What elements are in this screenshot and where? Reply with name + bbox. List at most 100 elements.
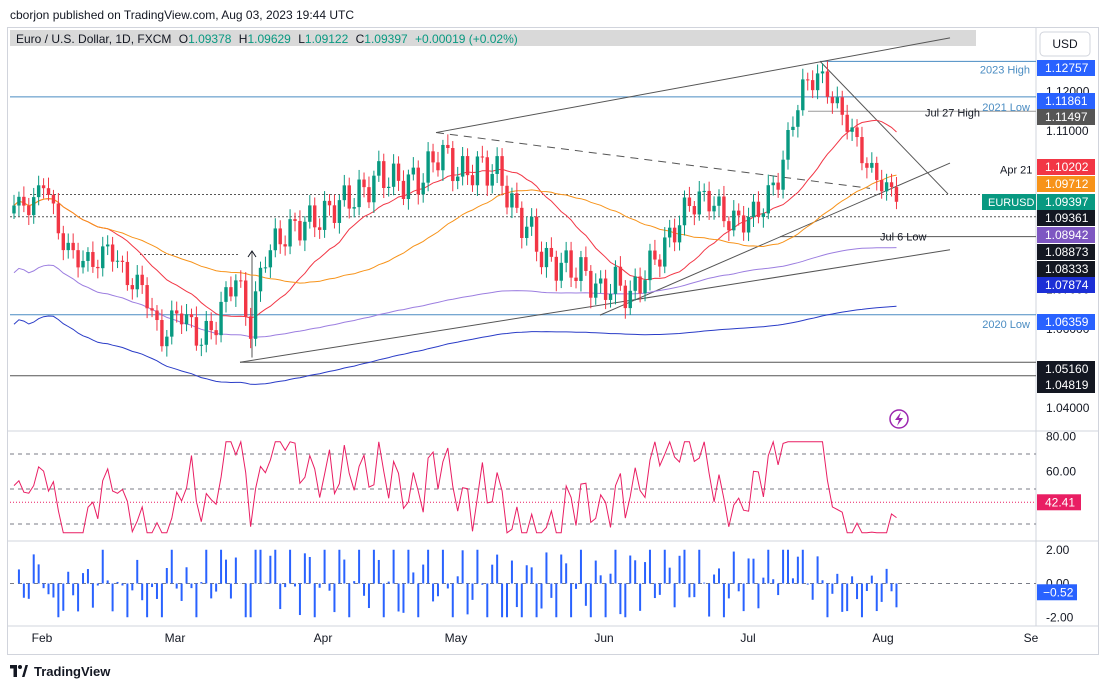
time-tick-label: Jun	[594, 631, 613, 645]
candle-body	[534, 216, 539, 252]
candle-body	[253, 291, 258, 339]
candle-body	[460, 156, 465, 177]
candle-body	[382, 161, 386, 188]
price-tag-bg	[1037, 314, 1095, 330]
candle-body	[594, 283, 598, 298]
candle-body	[145, 285, 149, 309]
candle-body	[165, 336, 169, 347]
candle-body	[697, 191, 701, 215]
candle-body	[801, 79, 805, 111]
annotation-2021-low: 2021 Low	[982, 102, 1030, 114]
price-tag-bg	[1037, 93, 1095, 109]
annotation-jul6-low: Jul 6 Low	[880, 232, 927, 244]
price-tag-bg	[1037, 109, 1095, 125]
candle-body	[554, 256, 558, 281]
candle-body	[391, 163, 396, 187]
arrow-head	[247, 250, 257, 258]
candle-body	[879, 179, 884, 192]
legend-change: +0.00019 (+0.02%)	[415, 32, 518, 46]
candle-body	[66, 242, 70, 251]
candle-body	[317, 227, 322, 230]
price-tag-label: 1.10202	[1045, 160, 1089, 174]
candle-body	[510, 193, 514, 208]
legend-bar	[10, 30, 976, 46]
candle-body	[663, 237, 667, 267]
candle-body	[179, 313, 184, 325]
candle-body	[174, 310, 179, 314]
candle-body	[105, 244, 110, 247]
candle-body	[426, 151, 430, 183]
candle-body	[36, 185, 41, 198]
annotation-jul27-high: Jul 27 High	[925, 107, 980, 119]
price-pane[interactable]: 1.040001.060001.070001.080001.090001.100…	[10, 37, 1095, 415]
price-tag-bg	[1037, 227, 1095, 243]
header: cborjon published on TradingView.com, Au…	[0, 0, 1108, 28]
candle-body	[820, 71, 825, 74]
candle-body	[150, 308, 154, 311]
candle-body	[56, 203, 61, 234]
candle-body	[520, 207, 524, 238]
time-axis[interactable]: Feb Mar Apr May Jun Jul Aug Se	[32, 631, 1039, 645]
candle-body	[756, 201, 761, 218]
candle-body	[589, 270, 593, 298]
candle-body	[204, 320, 208, 345]
candle-body	[293, 219, 297, 221]
candle-body	[125, 261, 130, 286]
candle-body	[889, 182, 894, 188]
candle-body	[712, 205, 716, 212]
candle-body	[584, 257, 588, 271]
candle-body	[258, 267, 263, 292]
annotation-apr21: Apr 21	[1000, 165, 1032, 177]
trendline-high-to-now	[819, 60, 949, 195]
macd-tick-label: -2.00	[1046, 610, 1074, 624]
price-tag-bg	[1037, 261, 1095, 277]
candle-body	[248, 316, 253, 339]
candle-body	[155, 310, 159, 321]
candle-body	[61, 233, 65, 251]
candle-body	[12, 205, 16, 214]
candle-body	[771, 182, 775, 186]
candle-body	[337, 200, 342, 223]
candle-body	[830, 96, 835, 104]
candle-body	[860, 137, 864, 164]
lightning-icon[interactable]	[889, 409, 909, 429]
candle-body	[160, 320, 164, 347]
candle-body	[263, 267, 268, 269]
candle-body	[288, 219, 292, 247]
currency-button-box[interactable]	[1039, 31, 1091, 57]
price-tag-bg	[1037, 194, 1095, 210]
candle-body	[411, 167, 416, 175]
candle-body	[303, 221, 307, 241]
candle-body	[17, 196, 21, 206]
price-tag-bg	[1037, 159, 1095, 175]
candle-body	[525, 226, 529, 238]
candle-body	[608, 293, 613, 300]
legend-close-label: C	[356, 32, 365, 46]
footer: TradingView	[10, 662, 110, 680]
candle-body	[71, 242, 75, 251]
macd-pane[interactable]: -2.000.002.00−0.52	[10, 543, 1077, 625]
candle-body	[786, 130, 790, 160]
candle-body	[362, 179, 366, 188]
trendline-upper-channel	[435, 37, 951, 134]
price-tag-label: 1.07874	[1045, 278, 1089, 292]
candle-body	[239, 280, 243, 282]
candle-body	[357, 179, 361, 208]
candle-body	[529, 216, 534, 227]
candle-body	[500, 156, 504, 186]
rsi-pane[interactable]: 60.00 80.00 42.41	[10, 430, 1081, 534]
candle-body	[875, 162, 879, 180]
legend-line[interactable]: Euro / U.S. Dollar, 1D, FXCM O1.09378 H1…	[16, 32, 518, 46]
candle-body	[32, 197, 36, 216]
candle-body	[278, 228, 282, 245]
candle-body	[751, 201, 756, 218]
currency-button[interactable]: USD	[1052, 37, 1078, 51]
candle-body	[342, 185, 347, 201]
legend-high: 1.09629	[247, 32, 291, 46]
legend-low-label: L	[298, 32, 305, 46]
price-tick-label: 1.11000	[1046, 124, 1089, 138]
candle-body	[603, 278, 608, 300]
candle-body	[766, 185, 770, 214]
candle-body	[347, 185, 351, 209]
